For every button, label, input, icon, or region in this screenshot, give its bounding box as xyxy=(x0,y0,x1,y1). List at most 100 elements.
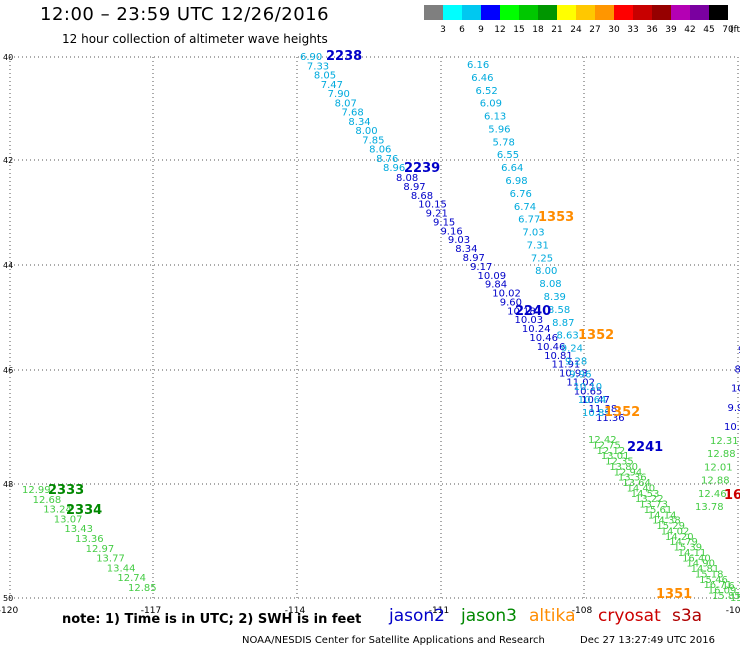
wave-height-label: 7.33 xyxy=(307,61,329,72)
scale-swatch xyxy=(652,5,671,20)
wave-height-label: 15.29 xyxy=(656,521,685,532)
wave-height-label: 8.68 xyxy=(411,191,433,202)
scale-swatch xyxy=(462,5,481,20)
wave-height-label: 7.68 xyxy=(342,108,364,119)
scale-tick-label: 36 xyxy=(646,25,658,35)
wave-height-label: 10.81 xyxy=(544,351,573,362)
wave-height-label: 7.03 xyxy=(522,228,544,239)
wave-height-label: 12.12 xyxy=(597,446,626,457)
wave-height-label: 6.76 xyxy=(510,189,532,200)
wave-height-label: 13.43 xyxy=(64,524,93,535)
scale-swatch xyxy=(443,5,462,20)
wave-height-label: 16.09 xyxy=(708,586,737,597)
scale-tick-label: 12 xyxy=(494,25,506,35)
wave-height-label: 6.74 xyxy=(514,202,536,213)
wave-height-label: 14.53 xyxy=(631,489,660,500)
scale-tick-label: 39 xyxy=(665,25,677,35)
wave-height-label: 14.02 xyxy=(661,526,690,537)
wave-height-label: 14.79 xyxy=(669,537,698,548)
wave-height-label: 6.16 xyxy=(467,60,489,71)
latitude-tick-label: 48 xyxy=(3,480,13,489)
latitude-tick-label: 40 xyxy=(3,53,13,62)
wave-height-label: 14.14 xyxy=(648,510,677,521)
legend-jason2: jason2 xyxy=(389,606,445,626)
wave-height-label: 13.44 xyxy=(107,563,136,574)
wave-height-label: 12.99 xyxy=(22,485,51,496)
wave-height-label: 10.89 xyxy=(582,408,611,419)
pass-number-label: 2240 xyxy=(515,304,551,319)
scale-swatch xyxy=(481,5,500,20)
wave-height-label: 12.35 xyxy=(605,457,634,468)
wave-height-label: 10.71 xyxy=(724,422,740,433)
wave-height-label: 8.06 xyxy=(369,145,391,156)
wave-height-label: 12.88 xyxy=(701,476,730,487)
wave-height-label: 11.38 xyxy=(589,404,618,415)
wave-height-label: 6.98 xyxy=(505,176,527,187)
wave-height-label: 9.21 xyxy=(426,209,448,220)
pass-number-label: 16 xyxy=(724,488,740,503)
longitude-tick-label: -114 xyxy=(285,606,306,616)
wave-height-label: 12.75 xyxy=(592,440,621,451)
credit-line: NOAA/NESDIS Center for Satellite Applica… xyxy=(242,635,545,646)
latitude-tick-label: 42 xyxy=(3,156,13,165)
wave-height-label: 10.10 xyxy=(573,382,602,393)
wave-height-label: 12.42 xyxy=(588,435,617,446)
scale-tick-label: 9 xyxy=(478,25,484,35)
wave-height-label: 10.15 xyxy=(418,200,447,211)
wave-height-label: 9 xyxy=(738,345,740,356)
wave-height-label: 11.36 xyxy=(596,413,625,424)
latitude-tick-label: 46 xyxy=(3,366,13,375)
wave-height-label: 12.46 xyxy=(698,489,727,500)
scale-tick-label: 24 xyxy=(570,25,582,35)
scale-tick-label: 18 xyxy=(532,25,544,35)
scale-tick-label: 70 xyxy=(722,25,734,35)
scale-swatch xyxy=(519,5,538,20)
longitude-tick-label: -117 xyxy=(141,606,161,616)
wave-height-label: 10.09 xyxy=(477,271,506,282)
wave-height-label: 15.46 xyxy=(699,575,728,586)
wave-height-label: 10.47 xyxy=(581,395,610,406)
scale-tick-label: 33 xyxy=(627,25,639,35)
wave-height-label: 16.71 xyxy=(703,580,732,591)
pass-number-label: 1351 xyxy=(656,587,692,602)
wave-height-label: 8.34 xyxy=(348,117,370,128)
pass-number-label: 1353 xyxy=(538,210,574,225)
longitude-tick-label: -120 xyxy=(0,606,18,616)
wave-height-label: 8.00 xyxy=(535,266,557,277)
wave-height-label: 13.77 xyxy=(96,554,125,565)
scale-tick-label: 27 xyxy=(589,25,601,35)
pass-number-label: 2238 xyxy=(326,49,362,64)
wave-height-label: 9.95 xyxy=(728,403,740,414)
wave-height-label: 8.08 xyxy=(539,279,561,290)
wave-height-label: 14.90 xyxy=(686,559,715,570)
wave-height-label: 6.64 xyxy=(501,163,523,174)
wave-height-label: 14.81 xyxy=(691,564,720,575)
latitude-tick-label: 50 xyxy=(3,594,13,603)
longitude-tick-label: -105 xyxy=(726,606,740,616)
wave-height-label: 6.90 xyxy=(300,52,322,63)
wave-height-label: 9.03 xyxy=(448,235,470,246)
wave-height-label: 6.77 xyxy=(518,215,540,226)
wave-height-label: 8.08 xyxy=(396,173,418,184)
pass-number-label: 2334 xyxy=(66,503,102,518)
wave-height-label: 13.07 xyxy=(54,514,83,525)
wave-height-label: 5.96 xyxy=(488,124,510,135)
scale-swatch xyxy=(690,5,709,20)
wave-height-label: 8.63 xyxy=(556,331,578,342)
wave-height-label: 8.97 xyxy=(403,182,425,193)
wave-height-label: 9.15 xyxy=(433,217,455,228)
scale-swatch xyxy=(500,5,519,20)
pass-number-label: 2333 xyxy=(48,483,84,498)
wave-height-label: 8.00 xyxy=(355,126,377,137)
wave-height-label: 10.64 xyxy=(578,395,607,406)
wave-height-label: 11.91 xyxy=(552,360,581,371)
wave-height-label: 9.24 xyxy=(561,344,583,355)
wave-height-label: 8.87 xyxy=(552,318,574,329)
wave-height-label: 15. xyxy=(730,593,740,604)
legend-jason3: jason3 xyxy=(461,606,517,626)
wave-height-label: 10.18 xyxy=(507,306,536,317)
wave-height-label: 9.60 xyxy=(500,297,522,308)
wave-height-label: 8 xyxy=(735,364,740,375)
wave-height-label: 12.31 xyxy=(710,436,739,447)
wave-height-label: 12.74 xyxy=(117,573,146,584)
